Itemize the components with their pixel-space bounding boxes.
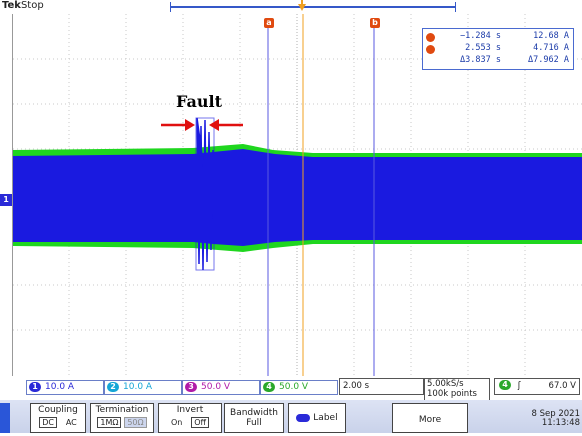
- acquisition-state: Stop: [20, 0, 44, 11]
- readout-row-b: 2.553 s 4.716 A: [423, 43, 573, 55]
- label-text: Label: [313, 413, 338, 423]
- trigger-slope-icon: ʃ: [517, 381, 521, 391]
- cursor-b-value: 4.716 A: [533, 43, 569, 53]
- invert-title: Invert: [176, 405, 204, 415]
- graticule: [13, 14, 582, 376]
- coupling-title: Coupling: [38, 405, 78, 415]
- delta-value: Δ7.962 A: [528, 55, 569, 65]
- ch1-scale: 10.0 A: [45, 382, 75, 392]
- ch1-label-icon: [296, 413, 311, 422]
- readout-row-delta: Δ3.837 s Δ7.962 A: [423, 55, 573, 67]
- fault-annotation: Fault: [176, 92, 222, 111]
- bandwidth-value: Full: [246, 418, 262, 428]
- bandwidth-title: Bandwidth: [230, 408, 278, 418]
- sample-rate: 5.00kS/s: [427, 379, 464, 389]
- time: 11:13:48: [541, 418, 580, 428]
- invert-off-option[interactable]: Off: [191, 417, 210, 428]
- datetime: 8 Sep 2021 11:13:48: [512, 410, 580, 428]
- termination-title: Termination: [95, 405, 149, 415]
- coupling-menu[interactable]: Coupling DC AC: [30, 403, 86, 433]
- ch1-ground-marker[interactable]: 1: [0, 194, 12, 206]
- menu-edge-indicator: [0, 403, 10, 433]
- bandwidth-menu[interactable]: Bandwidth Full: [224, 403, 284, 433]
- cursor-a-value: 12.68 A: [533, 31, 569, 41]
- waveform-display[interactable]: a b: [12, 14, 582, 376]
- ch3-scale: 50.0 V: [201, 382, 231, 392]
- run-state: TekStop: [2, 0, 44, 11]
- cursor-a-time: −1.284 s: [460, 31, 501, 41]
- cursor-a-tag[interactable]: a: [264, 18, 274, 28]
- brand-label: Tek: [2, 0, 21, 11]
- record-view-start: [170, 2, 171, 12]
- ch1-scale-box[interactable]: 1 10.0 A: [26, 380, 104, 395]
- more-button[interactable]: More: [392, 403, 468, 433]
- delta-time: Δ3.837 s: [460, 55, 501, 65]
- timebase-box[interactable]: 2.00 s: [339, 378, 424, 395]
- sample-rate-box[interactable]: 5.00kS/s 100k points: [424, 378, 490, 401]
- ch4-scale: 50.0 V: [279, 382, 309, 392]
- invert-on-option[interactable]: On: [170, 418, 183, 427]
- record-view-bar: [170, 6, 455, 8]
- record-length: 100k points: [427, 389, 477, 399]
- readout-row-a: −1.284 s 12.68 A: [423, 31, 573, 43]
- ch2-icon: 2: [107, 382, 119, 392]
- record-view-end: [455, 2, 456, 12]
- termination-menu[interactable]: Termination 1MΩ 50Ω: [90, 403, 154, 433]
- ch1-trace: [13, 117, 582, 271]
- ch1-icon: 1: [29, 382, 41, 392]
- cursor-readout: −1.284 s 12.68 A 2.553 s 4.716 A Δ3.837 …: [422, 28, 574, 70]
- cursor-b-time: 2.553 s: [465, 43, 501, 53]
- cursor-b-tag[interactable]: b: [370, 18, 380, 28]
- ch3-icon: 3: [185, 382, 197, 392]
- ch3-scale-box[interactable]: 3 50.0 V: [182, 380, 260, 395]
- trigger-level: 67.0 V: [548, 381, 576, 391]
- trigger-position-icon[interactable]: [297, 0, 307, 16]
- ch2-scale: 10.0 A: [123, 382, 153, 392]
- coupling-dc-option[interactable]: DC: [39, 417, 57, 428]
- fault-arrows: [161, 119, 243, 131]
- label-button[interactable]: Label: [288, 403, 346, 433]
- cursor-b-icon: [426, 45, 435, 54]
- trigger-box[interactable]: 4 ʃ 67.0 V: [494, 378, 580, 395]
- ch2-scale-box[interactable]: 2 10.0 A: [104, 380, 182, 395]
- cursor-a-icon: [426, 33, 435, 42]
- trigger-source-icon: 4: [499, 380, 511, 390]
- ch4-icon: 4: [263, 382, 275, 392]
- coupling-ac-option[interactable]: AC: [65, 418, 77, 427]
- termination-1mohm-option[interactable]: 1MΩ: [97, 417, 122, 428]
- status-header: TekStop: [0, 0, 582, 14]
- timebase: 2.00 s: [343, 381, 370, 391]
- invert-menu[interactable]: Invert On Off: [158, 403, 222, 433]
- more-label: More: [418, 415, 442, 425]
- date: 8 Sep 2021: [531, 409, 580, 419]
- termination-50ohm-option[interactable]: 50Ω: [124, 417, 147, 428]
- ch4-scale-box[interactable]: 4 50.0 V: [260, 380, 338, 395]
